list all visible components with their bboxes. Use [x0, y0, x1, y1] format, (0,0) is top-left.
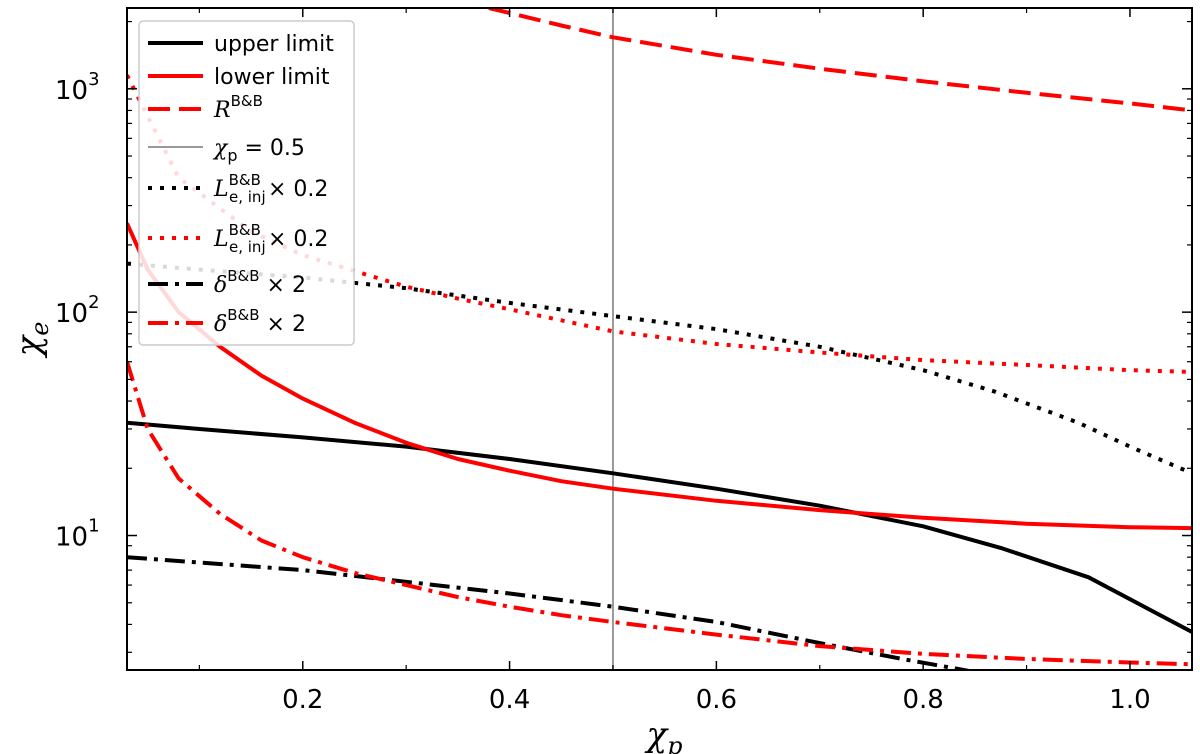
legend-label: upper limit: [214, 32, 334, 57]
legend-item: LB&B e, inj × 0.2: [148, 171, 328, 206]
legend-label: lower limit: [214, 65, 330, 90]
legend-item: χp = 0.5: [148, 136, 305, 165]
x-tick-label: 0.8: [902, 685, 943, 715]
y-tick-label: 101: [55, 516, 100, 553]
legend-label: LB&B e, inj × 0.2: [213, 221, 328, 256]
x-tick-label: 0.6: [696, 685, 737, 715]
plot-frame: [126, 7, 1193, 671]
legend-item: RB&B: [148, 92, 263, 123]
legend-label: χp = 0.5: [212, 136, 305, 165]
legend-item: δB&B × 2: [148, 306, 306, 337]
y-tick-label: 102: [55, 292, 100, 329]
x-tick-label: 0.4: [489, 685, 530, 715]
legend-item: upper limit: [148, 32, 334, 57]
series-line-6: [127, 555, 976, 670]
x-axis-label: χp: [645, 715, 683, 754]
series-line-1: [127, 420, 1192, 634]
legend-box: [138, 20, 355, 346]
y-axis-label: χe: [9, 322, 54, 359]
legend-label: δB&B × 2: [214, 267, 306, 298]
series-line-5: [127, 74, 1192, 374]
x-tick-label: 1.0: [1109, 685, 1150, 715]
legend-label: LB&B e, inj × 0.2: [213, 171, 328, 206]
x-tick-label: 0.2: [282, 685, 323, 715]
legend-label: RB&B: [213, 92, 263, 123]
legend-label: δB&B × 2: [214, 306, 306, 337]
series-line-7: [127, 361, 1192, 667]
legend-item: lower limit: [148, 65, 330, 90]
legend-item: LB&B e, inj × 0.2: [148, 221, 328, 256]
y-tick-label: 103: [55, 69, 100, 106]
legend-item: δB&B × 2: [148, 267, 306, 298]
